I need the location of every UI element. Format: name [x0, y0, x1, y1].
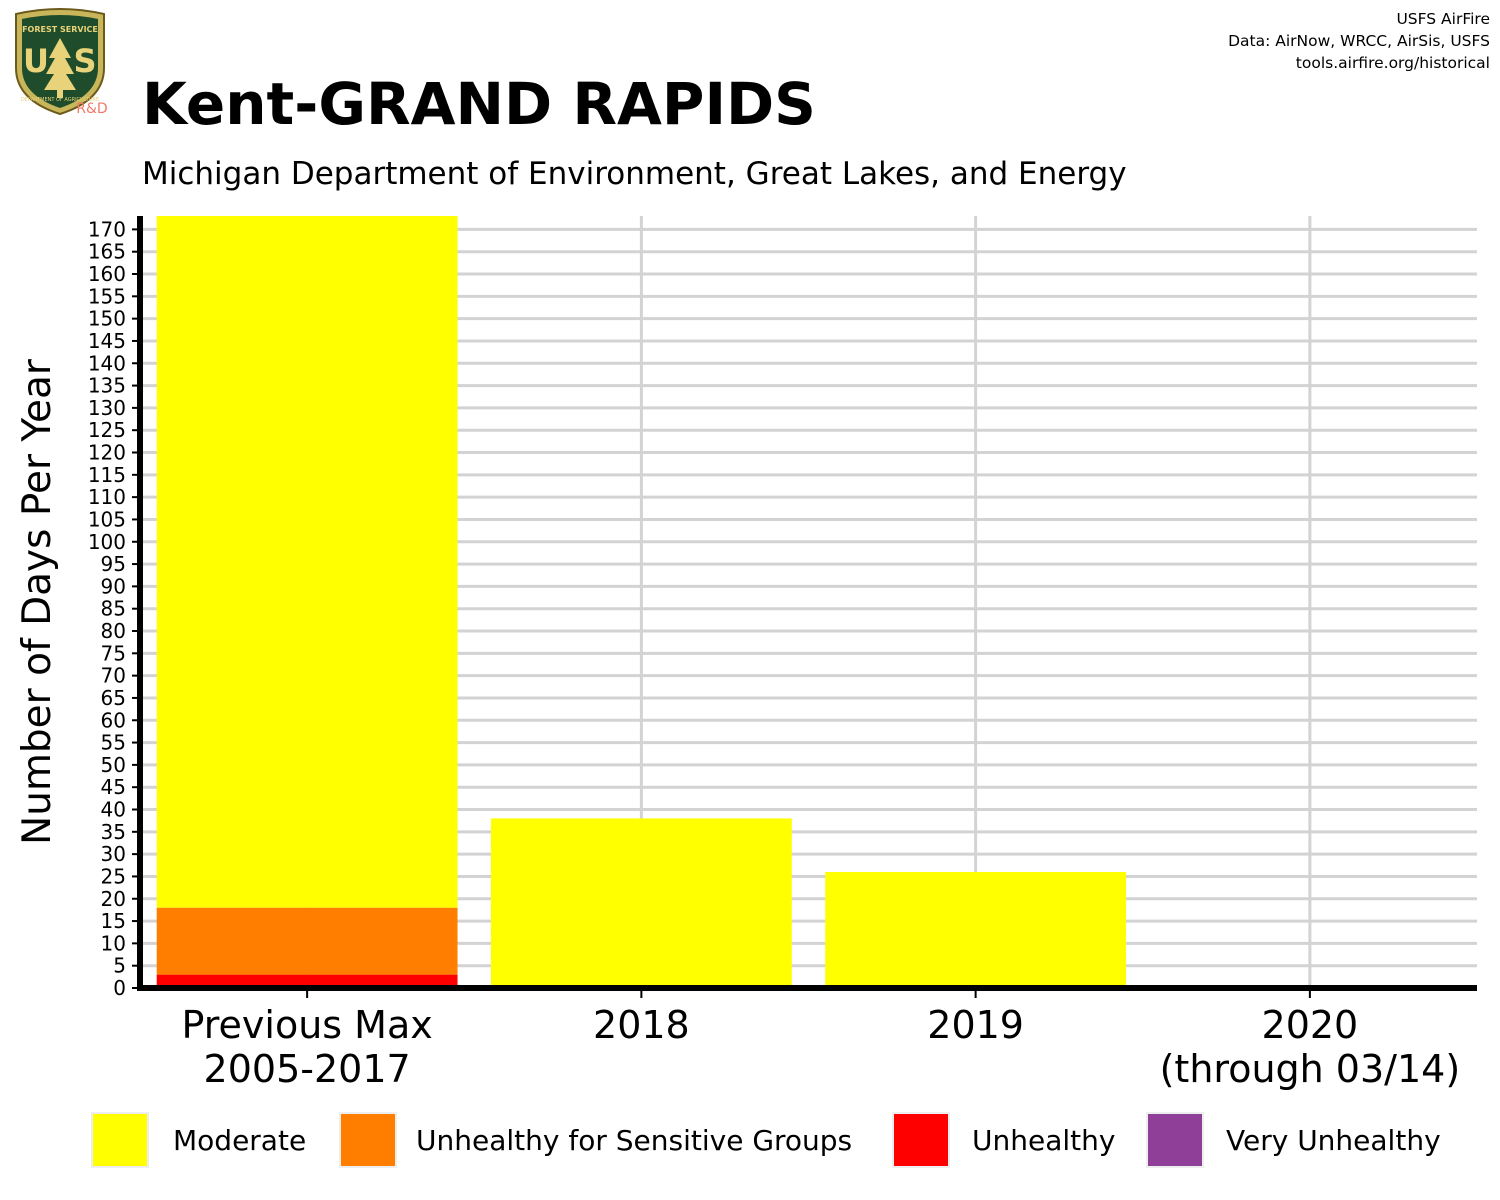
legend-swatch: [91, 1112, 149, 1168]
y-tick-label: 100: [88, 530, 126, 554]
y-tick-label: 115: [88, 463, 126, 487]
y-tick-label: 40: [101, 798, 126, 822]
bar-layer: [156, 216, 1127, 988]
x-tick-label: 2018: [593, 1003, 690, 1047]
legend-swatch: [1146, 1112, 1204, 1168]
y-tick-label: 140: [88, 351, 126, 375]
y-tick-label: 65: [101, 686, 126, 710]
y-tick-label: 110: [88, 485, 126, 509]
y-tick-label: 75: [101, 641, 126, 665]
y-tick-label: 85: [101, 597, 126, 621]
x-tick-label: (through 03/14): [1160, 1047, 1461, 1091]
legend-label: Unhealthy for Sensitive Groups: [416, 1124, 852, 1157]
y-tick-label: 25: [101, 864, 126, 888]
legend-label: Very Unhealthy: [1226, 1124, 1441, 1157]
legend-swatch: [339, 1112, 397, 1168]
y-tick-label: 155: [88, 284, 126, 308]
credit-line: tools.airfire.org/historical: [1295, 54, 1490, 72]
x-tick-label: 2020: [1262, 1003, 1359, 1047]
y-tick-label: 130: [88, 396, 126, 420]
y-tick-label: 10: [101, 931, 126, 955]
logo-bottom-text: DEPARTMENT OF AGRICULTURE: [21, 97, 99, 103]
y-tick-label: 170: [88, 217, 126, 241]
legend-label: Moderate: [173, 1124, 306, 1157]
legend-swatch: [892, 1112, 950, 1168]
y-tick-label: 5: [113, 954, 126, 978]
y-tick-label: 30: [101, 842, 126, 866]
logo-letter-u: U: [23, 42, 49, 80]
logo-top-text: FOREST SERVICE: [22, 25, 98, 34]
logo-letter-s: S: [73, 42, 96, 80]
legend-layer: Moderate Unhealthy for Sensitive Groups Un…: [91, 1112, 1441, 1168]
x-tick-label: Previous Max: [182, 1003, 433, 1047]
x-tick-label: 2005-2017: [204, 1047, 411, 1091]
y-tick-label: 70: [101, 664, 126, 688]
y-tick-label: 55: [101, 731, 126, 755]
y-tick-label: 90: [101, 574, 126, 598]
y-axis-label: Number of Days Per Year: [15, 358, 60, 845]
y-tick-label: 15: [101, 909, 126, 933]
y-tick-label: 135: [88, 374, 126, 398]
y-tick-label: 0: [113, 976, 126, 1000]
logo-badge: R&D: [76, 101, 107, 117]
bar-moderate: [156, 216, 458, 908]
credit-line: Data: AirNow, WRCC, AirSis, USFS: [1228, 32, 1490, 50]
y-tick-label: 95: [101, 552, 126, 576]
y-tick-label: 145: [88, 329, 126, 353]
x-tick-label: 2019: [927, 1003, 1024, 1047]
y-tick-label: 160: [88, 262, 126, 286]
bar-moderate: [825, 871, 1127, 988]
y-tick-label: 120: [88, 441, 126, 465]
credit-line: USFS AirFire: [1396, 10, 1490, 28]
chart-title: Kent-GRAND RAPIDS: [142, 70, 816, 138]
y-tick-label: 150: [88, 307, 126, 331]
usfs-shield-logo: FOREST SERVICE U S DEPARTMENT OF AGRICUL…: [15, 8, 108, 117]
y-tick-label: 20: [101, 887, 126, 911]
y-tick-label: 35: [101, 820, 126, 844]
legend-label: Unhealthy: [972, 1124, 1115, 1157]
y-tick-label: 50: [101, 753, 126, 777]
bar-unhealthy: [156, 974, 458, 988]
tree-icon: [44, 38, 76, 98]
y-tick-label: 45: [101, 775, 126, 799]
y-tick-label: 165: [88, 240, 126, 264]
y-tick-label: 80: [101, 619, 126, 643]
credits: USFS AirFire Data: AirNow, WRCC, AirSis,…: [1228, 8, 1490, 74]
bar-moderate: [490, 818, 792, 988]
axis-layer: 0510152025303540455055606570758085909510…: [15, 216, 1477, 1091]
chart-subtitle: Michigan Department of Environment, Grea…: [142, 156, 1127, 192]
bar-unhealthy-for-sensitive-groups: [156, 907, 458, 975]
y-tick-label: 105: [88, 507, 126, 531]
y-tick-label: 125: [88, 418, 126, 442]
y-tick-label: 60: [101, 708, 126, 732]
